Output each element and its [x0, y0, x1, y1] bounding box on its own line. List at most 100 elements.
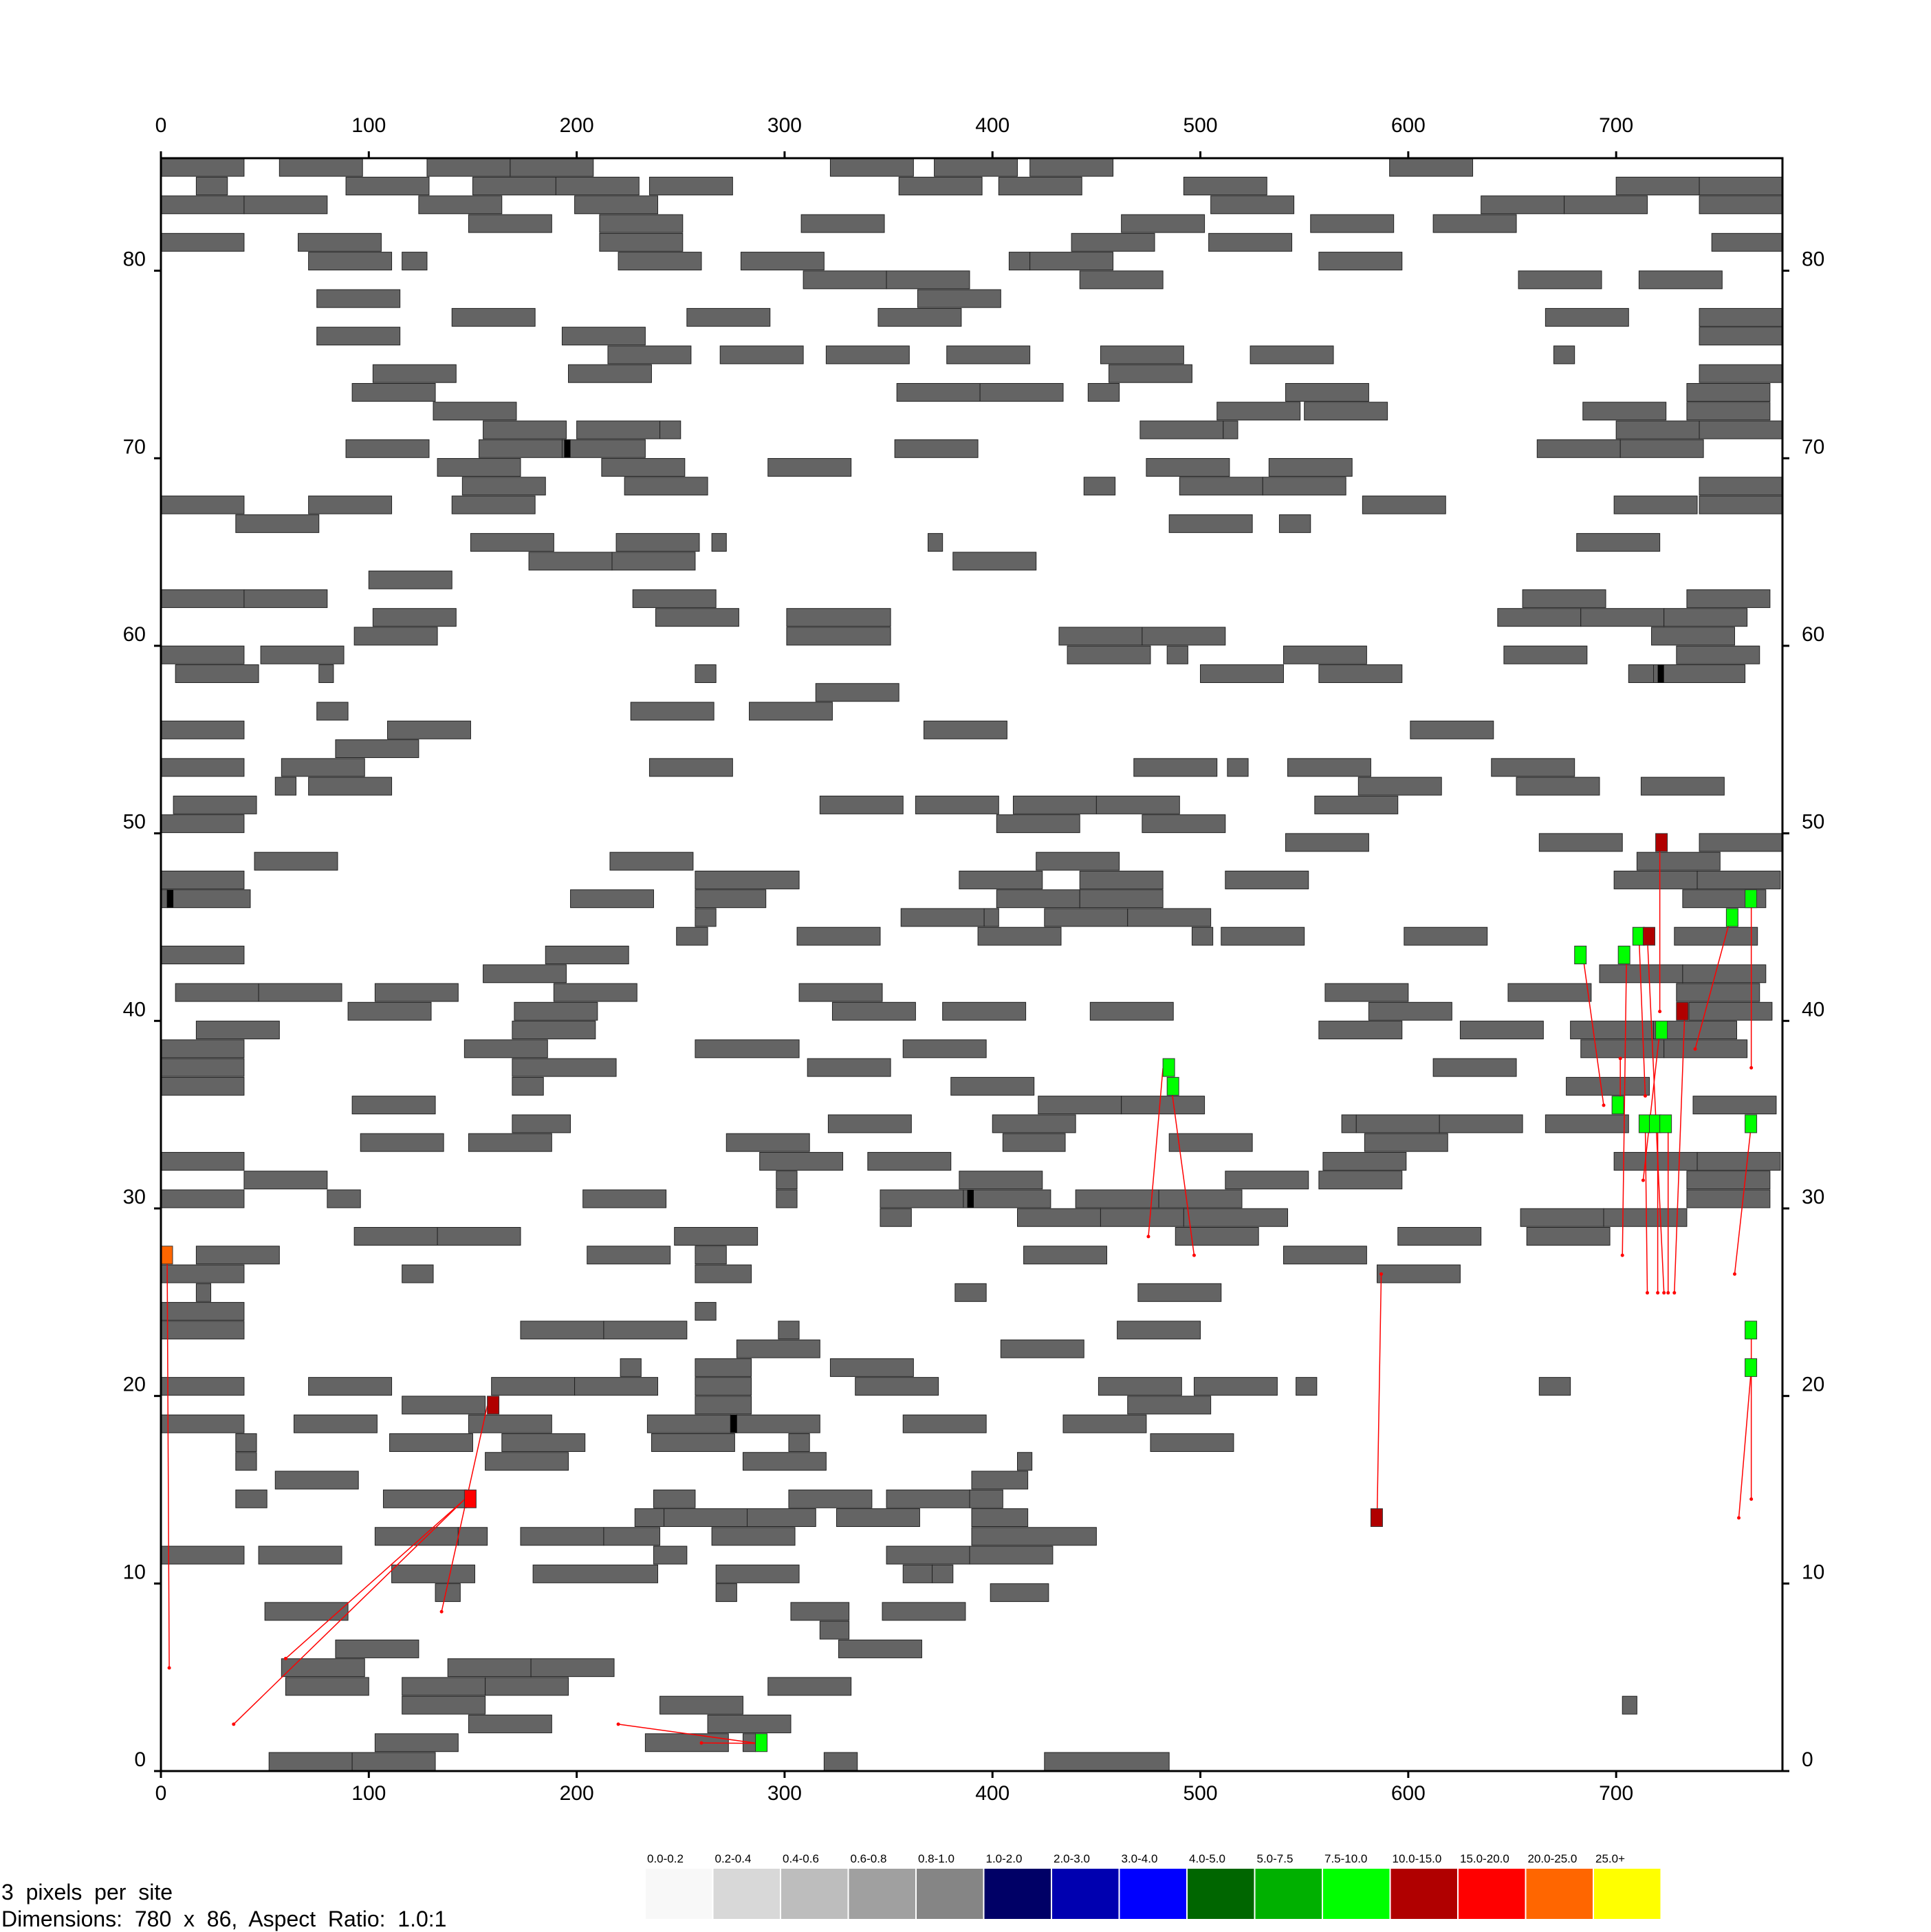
read-bar	[1193, 1377, 1278, 1396]
x-tick-label-bottom: 200	[560, 1782, 594, 1805]
read-bar	[1139, 420, 1224, 439]
link-end-dot	[1646, 1291, 1649, 1295]
read-bar	[1012, 795, 1097, 814]
link-end-dot	[167, 1666, 171, 1670]
x-tick-label-bottom: 300	[767, 1782, 802, 1805]
read-bar	[1699, 477, 1783, 496]
read-bar	[664, 1508, 748, 1528]
read-bar	[996, 814, 1080, 834]
read-bar	[788, 1489, 873, 1508]
read-bar	[372, 364, 457, 383]
link-end-dot	[1672, 1291, 1677, 1295]
read-bar	[1166, 645, 1188, 664]
legend-swatch	[1052, 1869, 1119, 1919]
link-end-dot	[1693, 1047, 1697, 1051]
read-bar	[258, 1545, 342, 1565]
read-bar	[1355, 1114, 1440, 1133]
read-bar	[1183, 177, 1267, 196]
read-bar	[1564, 195, 1648, 215]
read-bar	[528, 552, 613, 571]
dark-mark	[564, 439, 571, 458]
read-bar	[1168, 1133, 1253, 1152]
read-bar	[611, 552, 696, 571]
link-end-dot	[1379, 1272, 1384, 1276]
legend-swatch	[1255, 1869, 1322, 1919]
read-bar	[1089, 1001, 1174, 1021]
legend-swatch	[713, 1869, 780, 1919]
read-bar	[902, 1039, 987, 1059]
read-bar	[468, 1414, 552, 1433]
y-tick-label-left: 40	[123, 998, 146, 1021]
read-bar	[1075, 1189, 1159, 1208]
read-bar	[402, 252, 428, 271]
read-bar	[877, 307, 962, 327]
read-bar	[1117, 1321, 1201, 1340]
read-bar	[1364, 1133, 1448, 1152]
read-bar	[279, 158, 363, 177]
read-bar	[952, 552, 1037, 571]
read-bar	[815, 683, 899, 702]
link-end-dot	[1749, 1065, 1754, 1070]
legend-label: 25.0+	[1595, 1852, 1625, 1865]
read-bar	[969, 1489, 1003, 1508]
pair-link	[1376, 1274, 1382, 1519]
read-bar	[1580, 608, 1665, 627]
read-bar	[327, 1189, 361, 1208]
read-bar	[1318, 1171, 1403, 1190]
read-bar	[1553, 345, 1575, 365]
read-bar	[1526, 1227, 1611, 1246]
pair-link	[1642, 1030, 1661, 1181]
read-bar	[1318, 1021, 1403, 1040]
read-bar	[389, 1433, 473, 1452]
read-bar	[998, 177, 1082, 196]
read-bar	[946, 345, 1031, 365]
x-tick-label-bottom: 500	[1183, 1782, 1218, 1805]
read-bar	[742, 1452, 827, 1471]
read-bar	[1318, 252, 1403, 271]
y-tick-label-left: 30	[123, 1186, 146, 1208]
read-bar	[1002, 1133, 1066, 1152]
hot-cell	[1166, 1076, 1179, 1096]
read-bar	[470, 533, 554, 552]
read-bar	[798, 983, 883, 1002]
link-end-dot	[616, 1722, 620, 1726]
read-bar	[1640, 777, 1725, 796]
read-bar	[512, 1021, 596, 1040]
x-tick-label-bottom: 600	[1391, 1782, 1426, 1805]
read-bar	[1146, 458, 1230, 477]
read-bar	[695, 664, 717, 683]
read-bar	[886, 270, 970, 290]
read-bar	[574, 195, 659, 215]
read-bar	[160, 1189, 245, 1208]
read-bar	[1545, 1114, 1629, 1133]
hot-cell	[1617, 946, 1630, 964]
y-tick-label-right: 70	[1802, 435, 1824, 458]
read-bar	[800, 214, 885, 233]
read-bar	[576, 420, 661, 439]
read-bar	[1095, 795, 1180, 814]
read-bar	[618, 252, 702, 271]
read-bar	[1137, 1283, 1222, 1302]
read-bar	[160, 158, 245, 177]
read-bar	[1615, 177, 1700, 196]
read-bar	[1062, 1414, 1147, 1433]
read-bar	[1516, 777, 1600, 796]
read-bar	[1686, 382, 1771, 402]
legend-label: 1.0-2.0	[986, 1852, 1023, 1865]
read-bar	[1087, 382, 1120, 402]
read-bar	[1142, 627, 1226, 646]
legend-label: 0.8-1.0	[918, 1852, 954, 1865]
read-bar	[1083, 477, 1116, 496]
read-bar	[607, 345, 692, 365]
read-bar	[695, 1396, 752, 1415]
read-bar	[715, 1583, 737, 1603]
x-tick-label-top: 100	[351, 114, 386, 137]
read-bar	[959, 1171, 1043, 1190]
y-tick-label-left: 80	[123, 248, 146, 271]
read-bar	[1191, 926, 1214, 946]
legend-label: 0.2-0.4	[715, 1852, 752, 1865]
y-tick-label-left: 60	[123, 623, 146, 646]
y-tick-label-left: 70	[123, 435, 146, 458]
read-bar	[451, 307, 536, 327]
read-bar	[1636, 851, 1721, 871]
